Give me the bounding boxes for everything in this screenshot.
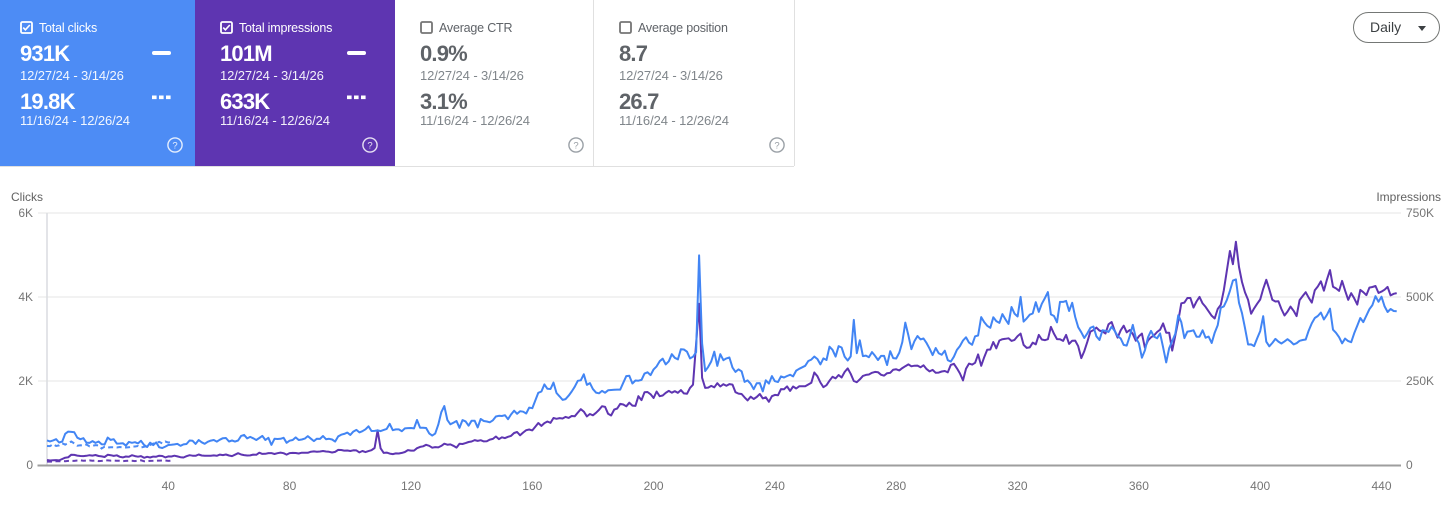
svg-text:250K: 250K	[1406, 374, 1434, 388]
svg-text:750K: 750K	[1406, 206, 1434, 220]
svg-text:?: ?	[573, 140, 578, 151]
svg-text:160: 160	[522, 479, 542, 493]
svg-text:Clicks: Clicks	[11, 190, 43, 204]
svg-text:440: 440	[1371, 479, 1391, 493]
svg-text:400: 400	[1250, 479, 1270, 493]
svg-text:80: 80	[283, 479, 297, 493]
svg-text:360: 360	[1129, 479, 1149, 493]
svg-text:0: 0	[1406, 458, 1413, 472]
svg-text:240: 240	[765, 479, 785, 493]
svg-text:120: 120	[401, 479, 421, 493]
svg-text:6K: 6K	[18, 206, 33, 220]
svg-text:0: 0	[26, 458, 33, 472]
svg-text:Impressions: Impressions	[1376, 190, 1441, 204]
svg-text:40: 40	[162, 479, 176, 493]
svg-text:?: ?	[367, 140, 372, 151]
svg-text:?: ?	[172, 140, 177, 151]
svg-text:?: ?	[774, 140, 779, 151]
svg-text:280: 280	[886, 479, 906, 493]
svg-text:320: 320	[1008, 479, 1028, 493]
svg-text:500K: 500K	[1406, 290, 1434, 304]
svg-text:200: 200	[644, 479, 664, 493]
svg-text:4K: 4K	[18, 290, 33, 304]
svg-text:2K: 2K	[18, 374, 33, 388]
